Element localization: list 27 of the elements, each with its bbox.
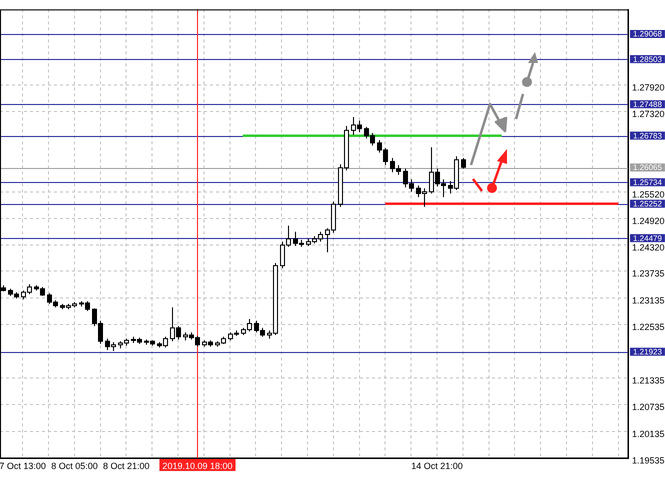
ref-line-label: 1.21923 (633, 347, 662, 356)
ref-line-label: 1.26065 (633, 163, 662, 172)
ref-line-label: 1.25252 (633, 199, 662, 208)
ref-line-label: 1.25734 (633, 178, 662, 187)
y-tick-label: 1.25520 (632, 189, 665, 200)
ref-line-label: 1.28503 (633, 54, 662, 64)
y-tick-label: 1.27920 (632, 82, 665, 93)
ref-line-label: 1.27488 (633, 100, 662, 109)
y-tick-label: 1.27320 (632, 109, 665, 120)
y-tick-label: 1.21335 (632, 375, 665, 386)
y-tick-label: 1.20735 (632, 402, 665, 412)
x-tick-label: 8 Oct 21:00 (102, 460, 150, 471)
x-tick-label: 2019.10.09 18:00 (162, 460, 233, 471)
ref-line-label: 1.29068 (633, 30, 662, 39)
x-tick-label: 8 Oct 05:00 (51, 460, 98, 471)
ref-line-label: 1.24479 (633, 234, 662, 243)
x-tick-label: 7 Oct 13:00 (0, 460, 46, 471)
ref-line-label: 1.26783 (633, 131, 662, 140)
candlestick (461, 157, 466, 170)
y-tick-label: 1.24320 (632, 242, 665, 253)
x-tick-label: 14 Oct 21:00 (411, 460, 463, 471)
y-tick-label: 1.19535 (632, 455, 665, 466)
y-tick-label: 1.22535 (632, 322, 665, 332)
y-tick-label: 1.23735 (632, 268, 665, 279)
y-tick-label: 1.23135 (632, 295, 665, 306)
y-tick-label: 1.24920 (632, 216, 665, 226)
y-tick-label: 1.20135 (632, 428, 665, 439)
